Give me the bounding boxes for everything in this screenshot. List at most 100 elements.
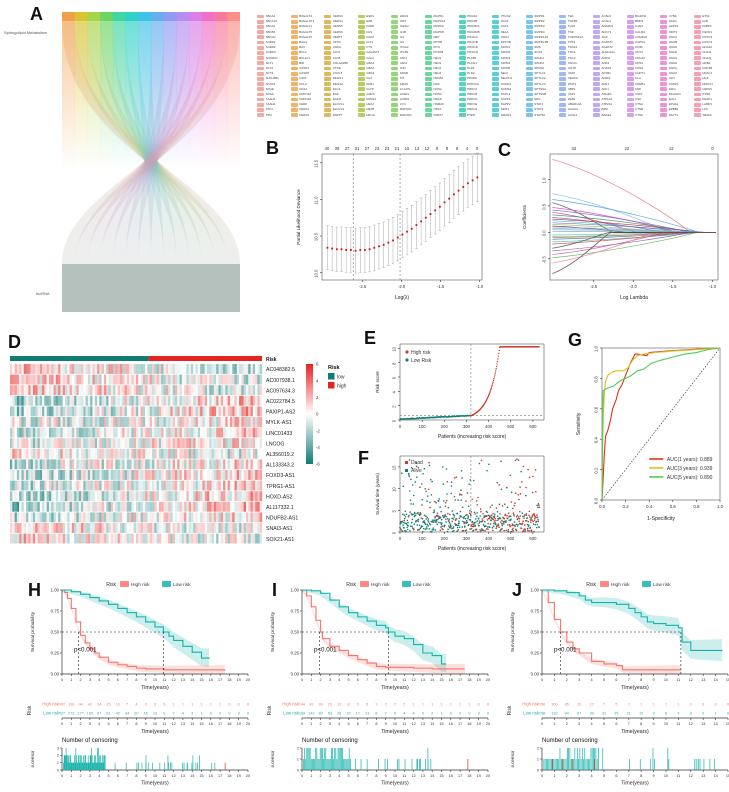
gene-name: DGKQ: [668, 66, 678, 70]
gene-name: CERT1: [332, 35, 343, 39]
gene-swatch: [693, 102, 701, 107]
svg-text:4: 4: [591, 678, 593, 682]
gene-swatch: [290, 66, 298, 71]
gene-swatch: [626, 66, 634, 71]
gene-name: ASAH2: [265, 103, 276, 107]
svg-text:MYLK-AS1: MYLK-AS1: [266, 420, 292, 426]
svg-text:3: 3: [329, 722, 331, 726]
svg-text:0.6: 0.6: [670, 504, 677, 509]
gene-cell: KDSR: [391, 71, 425, 76]
gene-swatch: [559, 113, 567, 118]
svg-text:13: 13: [181, 722, 185, 726]
gene-swatch: [290, 102, 298, 107]
gene-cell: FAS: [357, 30, 392, 35]
gene-swatch: [324, 35, 332, 40]
gene-cell: C1QA: [626, 24, 661, 29]
gene-name: HGF: [702, 77, 709, 81]
svg-text:Log(λ): Log(λ): [395, 295, 410, 301]
svg-text:1.00: 1.00: [531, 587, 540, 592]
svg-text:-2.0: -2.0: [398, 284, 406, 289]
gene-swatch: [525, 14, 533, 19]
gene-name: E2F1: [668, 87, 676, 91]
svg-text:8: 8: [375, 774, 377, 778]
gene-swatch: [357, 76, 365, 81]
gene-cell: PRKCD: [458, 97, 493, 102]
gene-name: ENPP7: [332, 113, 343, 117]
gene-cell: FOXO1: [693, 35, 728, 40]
gene-cell: KIT: [391, 76, 425, 81]
svg-text:Dead: Dead: [411, 460, 423, 466]
gene-swatch: [592, 76, 600, 81]
svg-text:0.5: 0.5: [542, 203, 547, 209]
gene-name: ALDH3B1: [265, 77, 279, 81]
gene-cell: CFTR: [324, 40, 358, 45]
svg-text:18: 18: [467, 678, 471, 682]
svg-text:13: 13: [415, 146, 420, 151]
svg-text:20: 20: [134, 712, 138, 716]
svg-text:1: 1: [715, 712, 717, 716]
gene-cell: STAT5A: [525, 113, 560, 118]
gene-swatch: [592, 66, 600, 71]
gene-name: SPHK2: [534, 61, 545, 65]
gene-swatch: [458, 56, 466, 60]
svg-text:1: 1: [173, 703, 175, 707]
gene-cell: ITGA2: [391, 45, 425, 50]
gene-name: PIK3CB: [467, 41, 478, 45]
gene-swatch: [626, 61, 634, 66]
gene-cell: ACER2: [257, 45, 291, 50]
gene-cell: ABCG2: [257, 35, 291, 40]
gene-swatch: [693, 25, 701, 29]
svg-text:0: 0: [301, 678, 303, 682]
svg-text:10: 10: [393, 774, 397, 778]
gene-swatch: [525, 97, 533, 102]
gene-swatch: [492, 71, 500, 76]
gene-name: GBA3: [366, 72, 375, 76]
panel-b-label: B: [266, 138, 279, 158]
svg-text:0: 0: [247, 712, 249, 716]
gene-swatch: [458, 102, 466, 107]
gene-swatch: [626, 45, 634, 50]
gene-cell: MAPK1: [424, 14, 459, 19]
svg-text:42: 42: [88, 703, 92, 707]
svg-text:0: 0: [316, 412, 319, 417]
gene-name: HMOX1: [702, 82, 713, 86]
gene-name: ELOVL1: [332, 103, 345, 107]
gene-name: SMS: [534, 46, 541, 50]
svg-text:45: 45: [565, 703, 569, 707]
svg-text:0.4: 0.4: [646, 504, 653, 509]
gene-name: BCL2: [299, 51, 307, 55]
gene-swatch: [257, 108, 264, 112]
gene-name: TNFRSF1A: [567, 35, 584, 39]
gene-name: CAV1: [299, 77, 307, 81]
gene-swatch: [391, 113, 399, 118]
gene-name: TRAF2: [567, 46, 578, 50]
gene-cell: NEU1: [424, 56, 459, 61]
svg-text:0: 0: [478, 703, 480, 707]
gene-cell: PLD1: [458, 66, 493, 71]
gene-swatch: [660, 40, 668, 45]
gene-name: C1QA: [635, 25, 644, 29]
gene-swatch: [458, 108, 466, 112]
svg-text:9: 9: [163, 712, 165, 716]
svg-text:9: 9: [653, 722, 655, 726]
gene-swatch: [693, 35, 701, 40]
svg-text:3: 3: [163, 703, 165, 707]
gene-name: CERS1: [299, 108, 310, 112]
gene-name: ATP2A2: [601, 103, 613, 107]
gene-cell: GLTP: [357, 87, 392, 92]
gene-cell: ABCA1: [257, 14, 291, 19]
gene-swatch: [525, 82, 533, 86]
svg-text:Low Risk: Low Risk: [411, 358, 432, 364]
gene-swatch: [391, 14, 399, 19]
svg-text:2: 2: [320, 774, 322, 778]
gene-cell: CERT1: [324, 35, 358, 40]
gene-name: SPTSSA: [534, 87, 547, 91]
gene-swatch: [424, 92, 432, 97]
gene-name: FLT1: [366, 41, 374, 45]
svg-text:n.censor: n.censor: [270, 750, 275, 767]
gene-swatch: [324, 56, 332, 60]
gene-cell: F2R: [693, 19, 728, 24]
gene-swatch: [660, 102, 668, 107]
svg-text:5: 5: [347, 722, 349, 726]
gene-cell: CALM1: [626, 30, 661, 35]
